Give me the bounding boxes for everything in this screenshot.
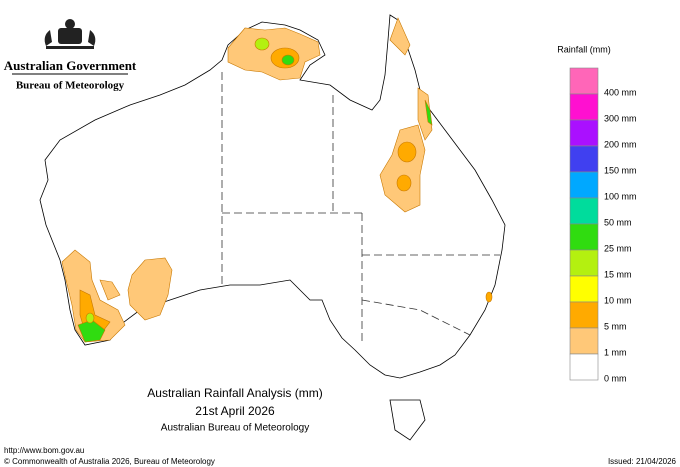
crest [44, 19, 96, 49]
legend-swatch [569, 275, 599, 303]
legend-label: 10 mm [604, 295, 632, 305]
rainfall-areas [61, 17, 493, 343]
caption-date: 21st April 2026 [195, 404, 275, 418]
caption-source: Australian Bureau of Meteorology [161, 423, 309, 434]
legend: Rainfall (mm) 400 mm 300 mm 200 mm 150 mm 10… [557, 44, 636, 383]
legend-label: 200 mm [604, 139, 637, 149]
legend-label: 15 mm [604, 269, 632, 279]
header-title: Australian Government [4, 58, 137, 73]
legend-swatch [569, 171, 599, 199]
footer-copyright: © Commonwealth of Australia 2026, Bureau… [4, 457, 215, 466]
legend-swatch [569, 249, 599, 277]
legend-swatch [569, 327, 599, 355]
footer-issued: Issued: 21/04/2026 [608, 457, 677, 466]
legend-label: 300 mm [604, 113, 637, 123]
legend-swatch [569, 197, 599, 225]
footer-url: http://www.bom.gov.au [4, 446, 84, 455]
legend-swatch [569, 93, 599, 121]
legend-label: 100 mm [604, 191, 637, 201]
legend-label: 25 mm [604, 243, 632, 253]
legend-swatch [569, 353, 599, 381]
legend-swatch [569, 223, 599, 251]
legend-title: Rainfall (mm) [557, 44, 611, 54]
legend-label: 150 mm [604, 165, 637, 175]
legend-swatch [569, 67, 599, 95]
header-subtitle: Bureau of Meteorology [16, 80, 125, 92]
legend-label: 5 mm [604, 321, 627, 331]
legend-swatch [569, 145, 599, 173]
caption-title: Australian Rainfall Analysis (mm) [147, 386, 322, 400]
legend-swatch [569, 301, 599, 329]
legend-label: 400 mm [604, 87, 637, 97]
legend-swatch [569, 119, 599, 147]
legend-label: 50 mm [604, 217, 632, 227]
legend-label: 0 mm [604, 373, 627, 383]
legend-label: 1 mm [604, 347, 627, 357]
